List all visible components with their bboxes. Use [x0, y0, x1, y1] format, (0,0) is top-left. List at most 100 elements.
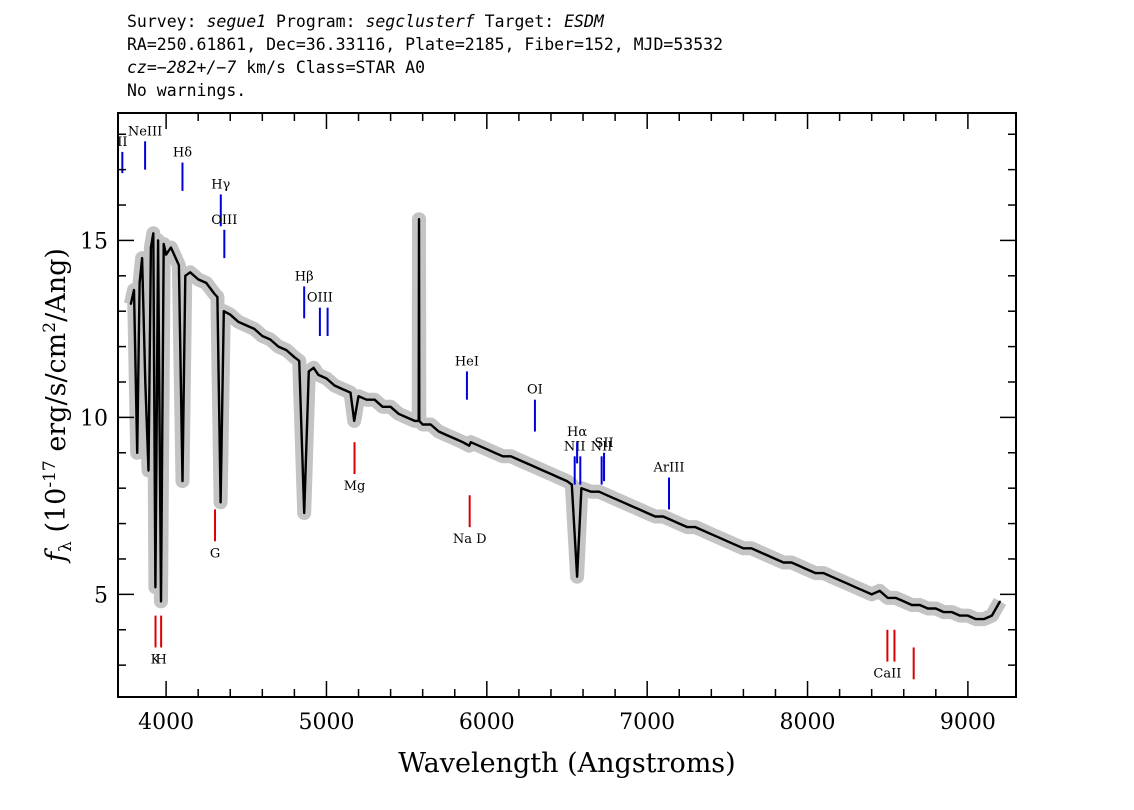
spectral-line-label: H	[155, 652, 166, 667]
spectral-line-label: Hγ	[211, 177, 230, 192]
flux-point	[418, 218, 420, 221]
spectral-line-label: Na D	[453, 532, 487, 547]
flux-point	[718, 536, 721, 539]
header-line-survey: Survey: segue1 Program: segclusterf Targ…	[127, 10, 723, 33]
survey-label: Survey:	[127, 12, 207, 31]
flux-point	[469, 441, 472, 444]
header-line-warnings: No warnings.	[127, 81, 247, 100]
flux-point	[750, 547, 753, 550]
plot-frame	[117, 112, 1017, 698]
flux-point	[261, 335, 264, 337]
flux-point	[189, 271, 192, 274]
flux-point	[285, 349, 288, 352]
flux-point	[174, 257, 177, 260]
flux-point	[501, 455, 504, 458]
flux-point	[229, 313, 232, 316]
flux-point	[926, 607, 929, 610]
spectral-line-label: CaII	[873, 667, 901, 682]
flux-point	[509, 455, 512, 458]
flux-point	[141, 257, 143, 260]
flux-point	[303, 512, 306, 514]
spectrum-header: Survey: segue1 Program: segclusterf Targ…	[127, 10, 723, 102]
flux-point	[598, 490, 600, 493]
spectral-line-label: NII	[591, 439, 613, 454]
flux-point	[170, 246, 172, 249]
flux-point	[333, 384, 336, 387]
flux-point	[878, 589, 881, 592]
flux-point	[614, 497, 617, 500]
flux-series-path	[129, 218, 1002, 621]
flux-point	[349, 391, 352, 394]
y-axis-title: fλ (10-17 erg/s/cm2/Ang)	[40, 248, 76, 564]
flux-point	[662, 515, 665, 518]
spectral-line-label: G	[210, 546, 220, 561]
flux-point	[886, 596, 889, 599]
flux-point	[138, 281, 141, 284]
flux-point	[485, 448, 488, 451]
flux-point	[307, 370, 310, 373]
flux-point	[758, 550, 761, 553]
flux-point	[550, 473, 552, 475]
flux-point	[894, 596, 897, 599]
flux-point	[129, 303, 132, 306]
flux-point	[178, 264, 180, 267]
flux-point	[558, 476, 560, 479]
flux-point	[566, 480, 568, 482]
flux-point	[162, 243, 165, 245]
flux-point	[237, 320, 240, 323]
flux-point	[154, 586, 157, 589]
flux-point	[197, 278, 200, 281]
flux-point	[702, 529, 705, 532]
flux-point	[570, 483, 573, 486]
spectral-line-label: Mg	[344, 479, 366, 494]
flux-point	[325, 377, 328, 380]
flux-point	[181, 480, 184, 482]
flux-point	[317, 374, 320, 376]
program-value: segclusterf	[365, 12, 475, 31]
flux-point	[253, 328, 256, 330]
flux-point	[576, 575, 579, 578]
flux-point	[461, 441, 464, 444]
x-tick-label: 9000	[940, 710, 996, 735]
y-tick-label: 10	[80, 406, 108, 431]
flux-point	[542, 469, 544, 472]
flux-point	[357, 395, 360, 398]
flux-point	[397, 412, 400, 415]
flux-point	[477, 444, 480, 447]
spectral-line-label: NeIII	[128, 124, 162, 139]
flux-point	[694, 526, 697, 529]
class-text: km/s Class=STAR A0	[236, 58, 426, 77]
flux-point	[157, 239, 159, 242]
flux-point	[814, 572, 817, 575]
flux-point	[590, 490, 592, 493]
flux-point	[365, 398, 368, 401]
flux-point	[165, 253, 168, 256]
flux-point	[133, 289, 135, 291]
y-tick-label: 5	[94, 583, 108, 608]
spectral-line-markers: IINeIIIHδHγOIIIHβOIIIHeIOINIIHαNIISIIArI…	[117, 124, 915, 682]
flux-point	[184, 274, 187, 277]
target-value: ESDM	[564, 12, 604, 31]
x-tick-label: 4000	[138, 710, 194, 735]
y-tick-label: 15	[80, 229, 108, 254]
flux-point	[205, 281, 208, 284]
flux-point	[862, 589, 865, 592]
x-axis-title: Wavelength (Angstroms)	[398, 748, 735, 779]
flux-point	[149, 246, 152, 249]
flux-line	[129, 218, 1002, 621]
spectral-line-label: Hβ	[295, 269, 314, 284]
spectral-line-label: OI	[527, 383, 543, 398]
spectral-line-label: Hα	[567, 425, 587, 440]
flux-point	[160, 600, 162, 603]
flux-error-band-path	[123, 212, 1007, 627]
flux-point	[934, 607, 937, 610]
spectral-line-label: K	[151, 652, 161, 667]
survey-value: segue1	[206, 12, 267, 31]
flux-point	[942, 611, 945, 613]
flux-point	[222, 310, 225, 313]
flux-point	[983, 618, 985, 621]
flux-point	[638, 508, 641, 511]
flux-point	[910, 604, 913, 606]
axis-ticks	[118, 113, 1016, 697]
flux-point	[269, 338, 272, 341]
